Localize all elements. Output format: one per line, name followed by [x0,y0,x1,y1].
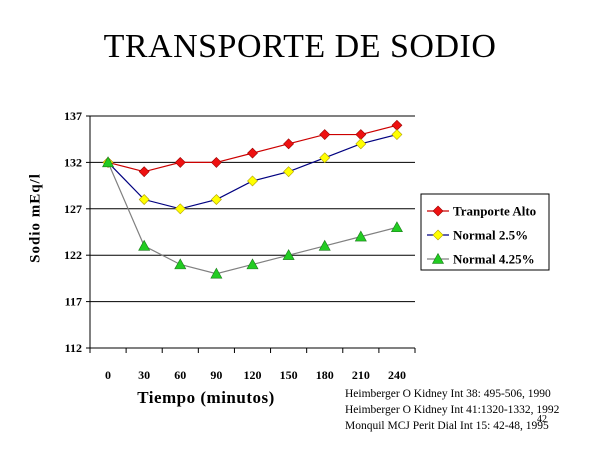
y-tick-label-122: 122 [64,248,82,262]
data-point-s1-1 [138,166,150,178]
data-point-s3-4 [246,258,259,270]
data-point-s3-2 [174,258,187,270]
series-line-2 [107,133,398,210]
y-tick-label-112: 112 [65,341,82,355]
data-point-s1-3 [210,156,222,168]
y-tick-label-127: 127 [64,202,82,216]
x-tick-label-90: 90 [210,368,222,382]
data-point-s2-6 [319,152,331,164]
data-point-s3-7 [354,230,367,242]
reference-2: Heimberger O Kidney Int 41:1320-1332, 19… [345,404,560,416]
data-point-s3-1 [138,239,151,251]
data-point-s2-7 [355,138,367,150]
legend-box [420,193,550,271]
data-point-s3-0 [102,156,115,168]
x-tick-label-30: 30 [138,368,150,382]
legend-label-2: Normal 2.5% [453,228,528,243]
data-point-s1-2 [174,156,186,168]
legend-marker-3 [431,252,445,264]
y-tick-label-117: 117 [65,295,82,309]
reference-3: Monquil MCJ Perit Dial Int 15: 42-48, 19… [345,420,549,432]
references: Heimberger O Kidney Int 38: 495-506, 199… [345,386,559,434]
data-point-s1-8 [391,119,403,131]
data-point-s1-5 [283,138,295,150]
legend-label-1: Tranporte Alto [453,204,536,219]
x-tick-label-0: 0 [105,368,111,382]
x-tick-label-210: 210 [352,368,370,382]
data-point-s1-7 [355,129,367,140]
legend-label-3: Normal 4.25% [453,252,535,267]
y-tick-label-137: 137 [64,109,82,123]
x-tick-label-180: 180 [316,368,334,382]
data-point-s3-5 [282,249,295,260]
data-point-s3-8 [390,221,403,233]
x-tick-label-60: 60 [174,368,186,382]
data-point-s2-2 [174,203,186,215]
data-point-s1-4 [247,147,258,159]
legend-marker-1 [432,205,444,217]
data-point-s3-6 [318,239,331,251]
y-tick-label-132: 132 [64,155,82,169]
data-point-s2-1 [138,194,150,205]
legend-marker-2 [432,229,444,241]
x-tick-label-120: 120 [244,368,262,382]
x-tick-label-240: 240 [388,368,406,382]
x-axis-label: Tiempo (minutos) [137,388,275,407]
data-point-s3-3 [210,267,223,279]
data-point-s1-6 [319,129,331,140]
x-tick-label-150: 150 [280,368,298,382]
chart-title: TRANSPORTE DE SODIO [103,28,497,65]
reference-1: Heimberger O Kidney Int 38: 495-506, 199… [345,388,551,400]
data-point-s2-3 [210,194,222,205]
data-point-s2-8 [391,129,403,140]
data-point-s2-4 [247,175,258,187]
data-point-s2-5 [283,166,295,178]
page-number: 42 [537,414,547,425]
